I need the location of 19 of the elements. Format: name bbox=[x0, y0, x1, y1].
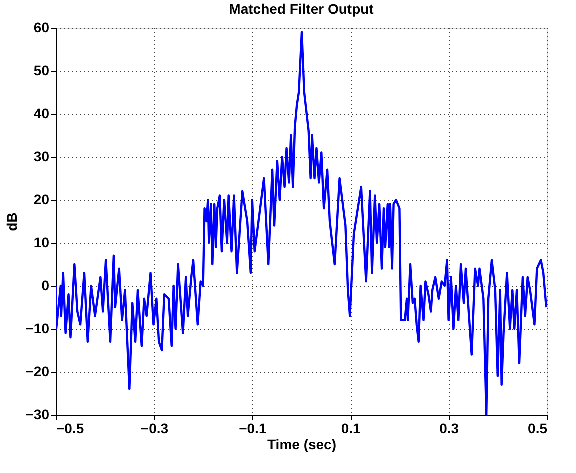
y-tick-label: 0 bbox=[42, 278, 50, 294]
x-tick-label: −0.5 bbox=[56, 420, 84, 436]
y-tick-label: 20 bbox=[34, 192, 50, 208]
y-tick-label: 10 bbox=[34, 234, 50, 250]
x-tick-label: 0.3 bbox=[440, 420, 460, 436]
x-axis-title: Time (sec) bbox=[268, 436, 336, 452]
x-tick-label: −0.1 bbox=[239, 420, 267, 436]
y-tick-label: −30 bbox=[26, 406, 50, 422]
y-tick-label: −10 bbox=[26, 320, 50, 336]
y-tick-label: 40 bbox=[34, 106, 50, 122]
y-tick-label: 60 bbox=[34, 20, 50, 36]
x-tick-label: 0.1 bbox=[341, 420, 362, 436]
y-tick-label: −20 bbox=[26, 364, 50, 380]
x-tick-label: −0.3 bbox=[140, 420, 169, 436]
y-tick-label: 30 bbox=[34, 148, 50, 164]
x-tick-label: 0.5 bbox=[528, 420, 548, 436]
chart-title: Matched Filter Output bbox=[229, 1, 374, 17]
y-tick-label: 50 bbox=[34, 62, 50, 78]
y-axis-title: dB bbox=[4, 212, 20, 232]
